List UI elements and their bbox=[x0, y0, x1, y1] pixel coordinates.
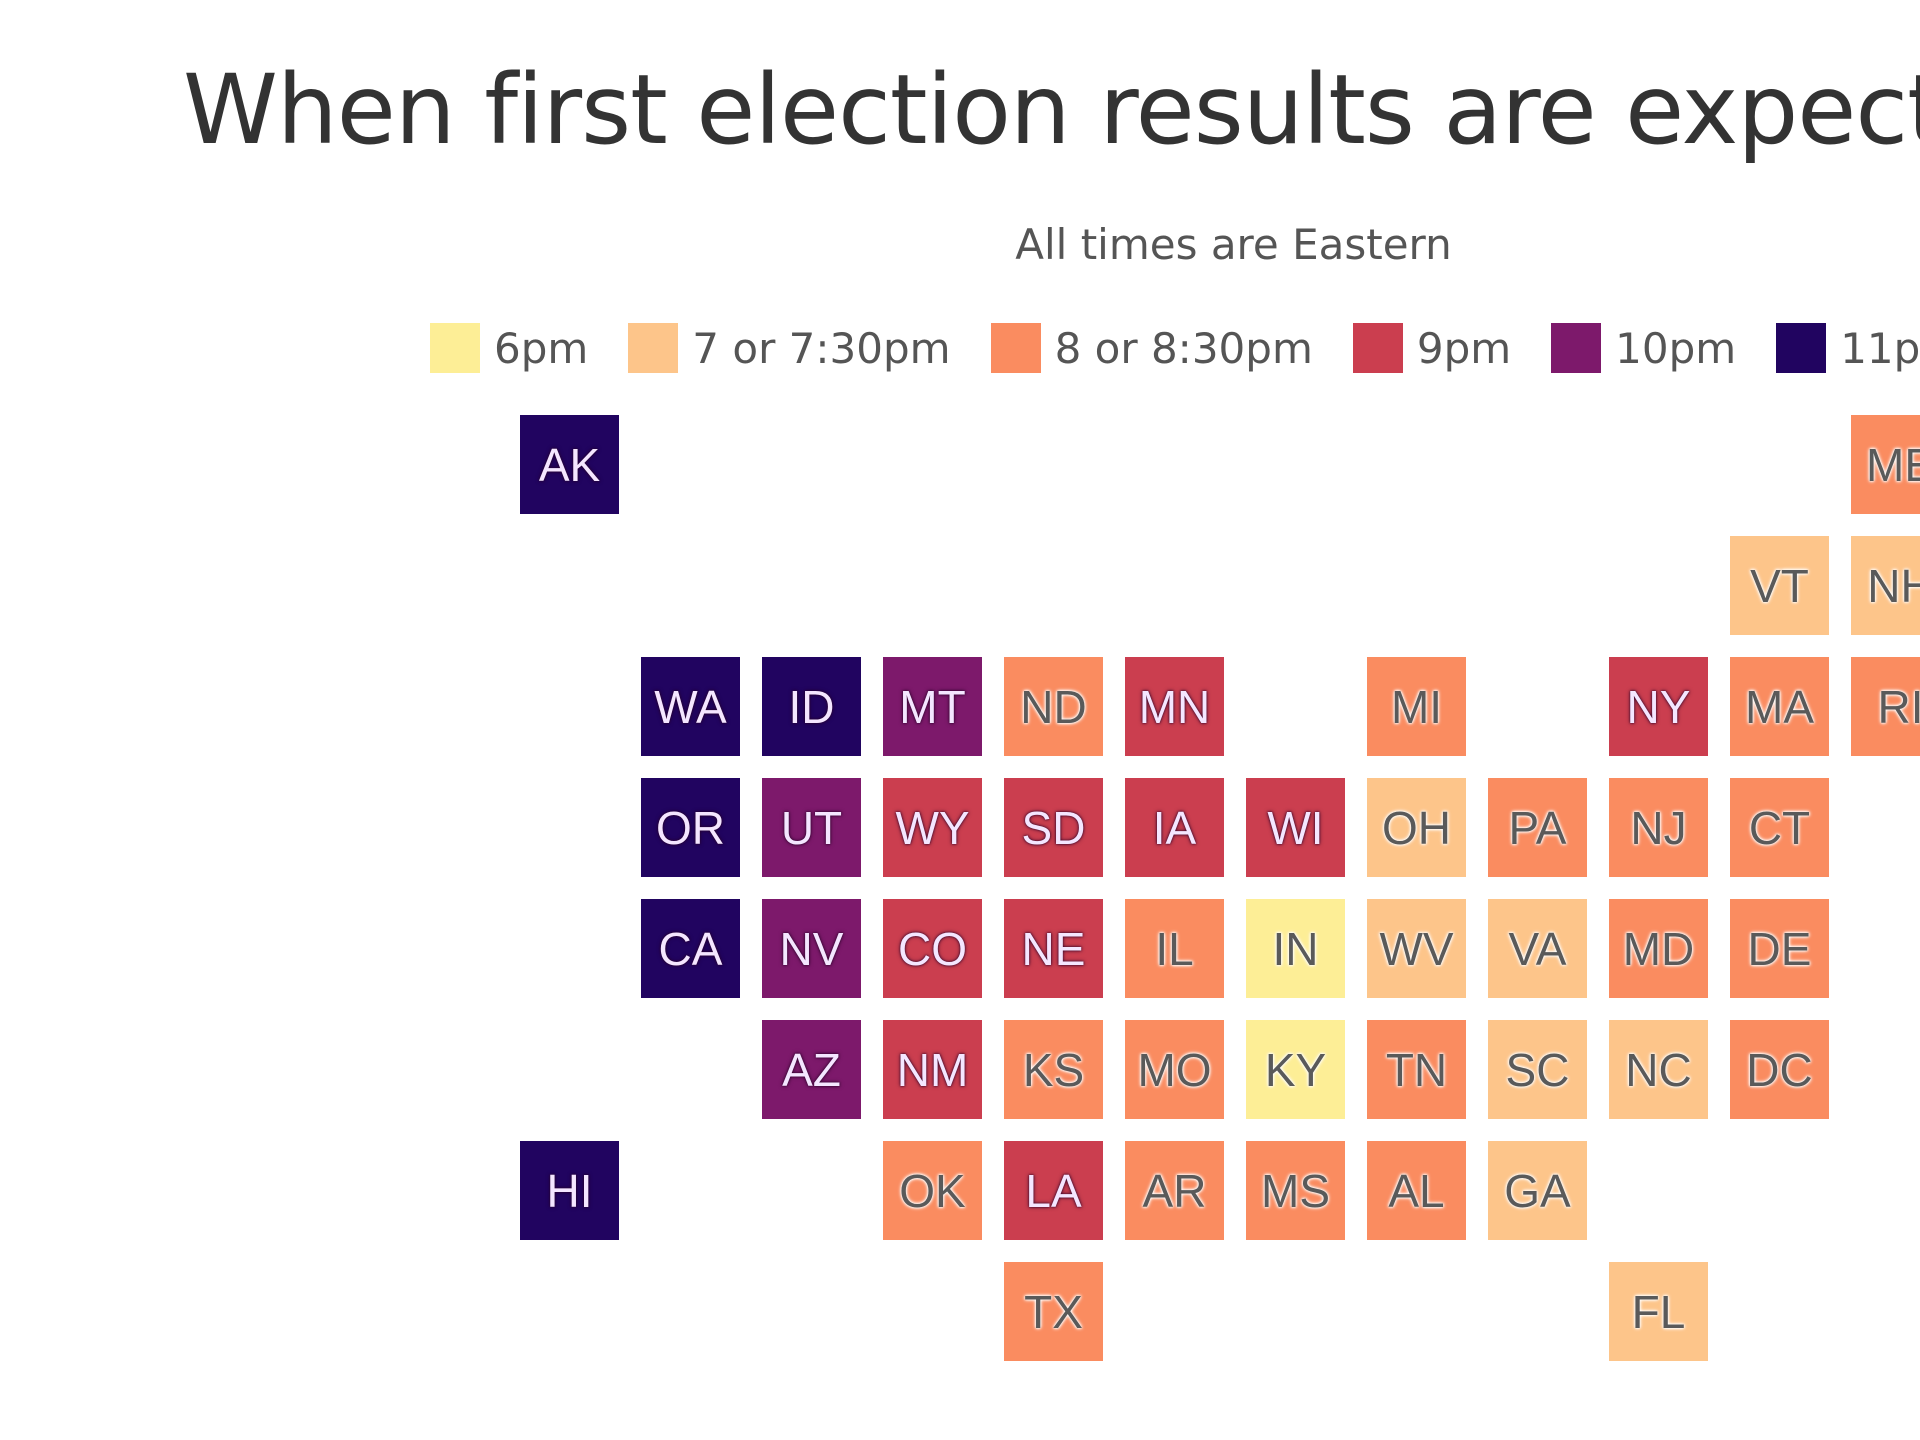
state-tile-ut: UT bbox=[762, 778, 861, 877]
legend-item-11pm: 11pm or later bbox=[1776, 323, 1920, 373]
state-tile-al: AL bbox=[1367, 1141, 1466, 1240]
state-tile-nd: ND bbox=[1004, 657, 1103, 756]
legend-label-7pm: 7 or 7:30pm bbox=[692, 323, 951, 373]
state-tile-vt: VT bbox=[1730, 536, 1829, 635]
chart-legend: 6pm 7 or 7:30pm 8 or 8:30pm 9pm 10pm 11pm or … bbox=[430, 322, 1920, 374]
state-tile-fl: FL bbox=[1609, 1262, 1708, 1361]
legend-label-11pm: 11pm or later bbox=[1840, 323, 1920, 373]
legend-label-8pm: 8 or 8:30pm bbox=[1054, 323, 1313, 373]
legend-item-8pm: 8 or 8:30pm bbox=[990, 323, 1313, 373]
state-tile-md: MD bbox=[1609, 899, 1708, 998]
legend-swatch-11pm bbox=[1776, 323, 1827, 373]
state-tile-or: OR bbox=[641, 778, 740, 877]
state-tile-wy: WY bbox=[883, 778, 982, 877]
state-tile-mo: MO bbox=[1125, 1020, 1224, 1119]
state-tile-ak: AK bbox=[520, 415, 619, 514]
legend-swatch-10pm bbox=[1551, 323, 1602, 373]
legend-label-9pm: 9pm bbox=[1416, 323, 1512, 373]
state-tile-va: VA bbox=[1488, 899, 1587, 998]
legend-item-9pm: 9pm bbox=[1352, 323, 1512, 373]
chart-subtitle: All times are Eastern bbox=[1015, 220, 1452, 269]
state-tile-sc: SC bbox=[1488, 1020, 1587, 1119]
state-tile-mn: MN bbox=[1125, 657, 1224, 756]
legend-swatch-8pm bbox=[990, 323, 1041, 373]
state-tile-nj: NJ bbox=[1609, 778, 1708, 877]
legend-swatch-6pm bbox=[430, 323, 480, 373]
state-tile-ne: NE bbox=[1004, 899, 1103, 998]
legend-swatch-7pm bbox=[628, 323, 679, 373]
state-tile-ma: MA bbox=[1730, 657, 1829, 756]
state-tile-me: ME bbox=[1851, 415, 1920, 514]
state-tile-co: CO bbox=[883, 899, 982, 998]
legend-label-6pm: 6pm bbox=[494, 323, 589, 373]
state-tile-wv: WV bbox=[1367, 899, 1466, 998]
state-tile-tx: TX bbox=[1004, 1262, 1103, 1361]
legend-swatch-9pm bbox=[1352, 323, 1403, 373]
state-tile-ny: NY bbox=[1609, 657, 1708, 756]
state-tile-tn: TN bbox=[1367, 1020, 1466, 1119]
legend-label-10pm: 10pm bbox=[1615, 323, 1737, 373]
state-tile-in: IN bbox=[1246, 899, 1345, 998]
legend-item-10pm: 10pm bbox=[1551, 323, 1736, 373]
state-tile-nh: NH bbox=[1851, 536, 1920, 635]
state-tile-mt: MT bbox=[883, 657, 982, 756]
state-tile-ar: AR bbox=[1125, 1141, 1224, 1240]
state-tile-wa: WA bbox=[641, 657, 740, 756]
state-tile-dc: DC bbox=[1730, 1020, 1829, 1119]
state-tile-hi: HI bbox=[520, 1141, 619, 1240]
state-tile-mi: MI bbox=[1367, 657, 1466, 756]
state-tile-il: IL bbox=[1125, 899, 1224, 998]
legend-item-7pm: 7 or 7:30pm bbox=[628, 323, 951, 373]
chart-title: When first election results are expected… bbox=[183, 54, 1920, 166]
state-tile-ok: OK bbox=[883, 1141, 982, 1240]
legend-item-6pm: 6pm bbox=[430, 323, 588, 373]
state-tile-ct: CT bbox=[1730, 778, 1829, 877]
state-tile-ga: GA bbox=[1488, 1141, 1587, 1240]
state-tile-nc: NC bbox=[1609, 1020, 1708, 1119]
state-tile-la: LA bbox=[1004, 1141, 1103, 1240]
state-tile-ks: KS bbox=[1004, 1020, 1103, 1119]
state-tile-id: ID bbox=[762, 657, 861, 756]
state-tile-pa: PA bbox=[1488, 778, 1587, 877]
state-tile-nm: NM bbox=[883, 1020, 982, 1119]
state-tile-az: AZ bbox=[762, 1020, 861, 1119]
state-tile-sd: SD bbox=[1004, 778, 1103, 877]
state-tile-ky: KY bbox=[1246, 1020, 1345, 1119]
state-tile-nv: NV bbox=[762, 899, 861, 998]
state-tile-wi: WI bbox=[1246, 778, 1345, 877]
state-tile-de: DE bbox=[1730, 899, 1829, 998]
state-tile-ca: CA bbox=[641, 899, 740, 998]
state-tile-ms: MS bbox=[1246, 1141, 1345, 1240]
state-tile-ri: RI bbox=[1851, 657, 1920, 756]
state-tile-oh: OH bbox=[1367, 778, 1466, 877]
state-tile-ia: IA bbox=[1125, 778, 1224, 877]
